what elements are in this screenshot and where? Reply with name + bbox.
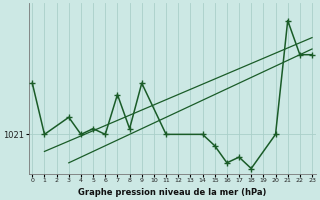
X-axis label: Graphe pression niveau de la mer (hPa): Graphe pression niveau de la mer (hPa)	[78, 188, 266, 197]
